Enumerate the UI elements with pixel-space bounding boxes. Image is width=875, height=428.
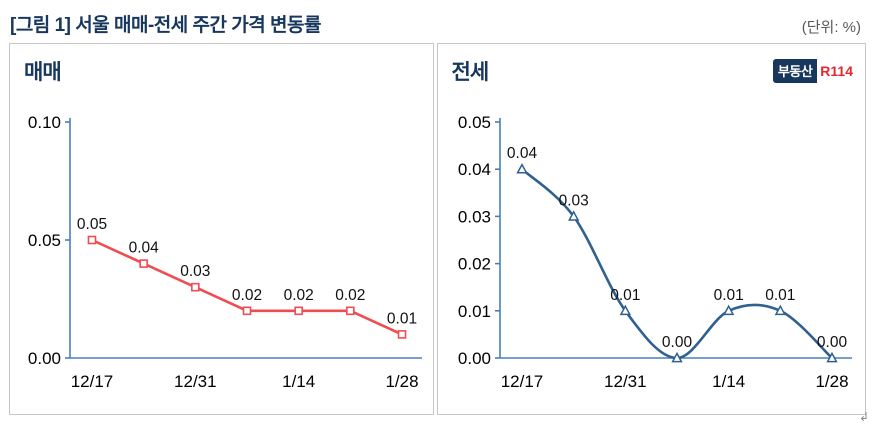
chart-title-sales: 매매 bbox=[24, 61, 62, 84]
page-title: [그림 1] 서울 매매-전세 주간 가격 변동률 bbox=[10, 15, 321, 36]
svg-text:0.04: 0.04 bbox=[458, 160, 491, 179]
title-row: [그림 1] 서울 매매-전세 주간 가격 변동률 (단위: %) bbox=[0, 0, 875, 43]
svg-text:0.05: 0.05 bbox=[28, 231, 61, 250]
r114-logo-kr: 부동산 bbox=[772, 59, 818, 83]
svg-text:0.02: 0.02 bbox=[284, 287, 314, 304]
chart-panels: 매매 0.00 0.05 0.10 12/17 12/31 1/14 1/28 0.05 0.0… bbox=[0, 43, 875, 415]
svg-text:12/31: 12/31 bbox=[174, 372, 217, 391]
svg-text:12/17: 12/17 bbox=[71, 372, 114, 391]
svg-text:12/17: 12/17 bbox=[501, 372, 544, 391]
svg-text:0.00: 0.00 bbox=[28, 349, 61, 368]
svg-text:0.01: 0.01 bbox=[766, 287, 796, 304]
return-mark: ↲ bbox=[858, 410, 869, 424]
svg-text:0.05: 0.05 bbox=[458, 113, 491, 132]
svg-text:0.03: 0.03 bbox=[458, 207, 491, 226]
svg-text:0.03: 0.03 bbox=[181, 263, 211, 280]
svg-text:0.00: 0.00 bbox=[662, 334, 693, 351]
svg-text:0.04: 0.04 bbox=[507, 145, 538, 162]
jeonse-chart-panel: 전세 부동산 R114 0.00 0.01 0.02 0.03 0.04 0.05 12/17… bbox=[436, 43, 866, 415]
svg-text:1/28: 1/28 bbox=[386, 372, 419, 391]
svg-text:0.04: 0.04 bbox=[129, 240, 160, 257]
svg-text:0.02: 0.02 bbox=[336, 287, 366, 304]
sales-panel-header: 매매 bbox=[10, 44, 433, 88]
svg-text:0.01: 0.01 bbox=[714, 287, 744, 304]
unit-label: (단위: %) bbox=[801, 19, 861, 36]
svg-text:0.05: 0.05 bbox=[77, 216, 107, 233]
svg-text:0.02: 0.02 bbox=[232, 287, 262, 304]
svg-text:12/31: 12/31 bbox=[604, 372, 647, 391]
svg-text:0.00: 0.00 bbox=[458, 349, 491, 368]
svg-text:0.03: 0.03 bbox=[559, 192, 589, 209]
svg-text:1/28: 1/28 bbox=[816, 372, 849, 391]
jeonse-line-chart: 0.00 0.01 0.02 0.03 0.04 0.05 12/17 12/31 1/14 1/… bbox=[458, 113, 853, 391]
svg-text:0.00: 0.00 bbox=[817, 334, 848, 351]
jeonse-panel-header: 전세 부동산 R114 bbox=[438, 44, 865, 88]
svg-text:0.01: 0.01 bbox=[611, 287, 641, 304]
svg-text:0.02: 0.02 bbox=[458, 255, 491, 274]
r114-logo: 부동산 R114 bbox=[772, 59, 855, 83]
svg-text:1/14: 1/14 bbox=[282, 372, 315, 391]
sales-chart-panel: 매매 0.00 0.05 0.10 12/17 12/31 1/14 1/28 0.05 0.0… bbox=[9, 43, 434, 415]
sales-line-chart: 0.00 0.05 0.10 12/17 12/31 1/14 1/28 0.05 0.04 0.… bbox=[28, 113, 423, 391]
r114-logo-brand: R114 bbox=[820, 62, 853, 79]
svg-text:0.10: 0.10 bbox=[28, 113, 61, 132]
svg-text:0.01: 0.01 bbox=[458, 302, 491, 321]
chart-title-jeonse: 전세 bbox=[451, 61, 490, 84]
svg-text:1/14: 1/14 bbox=[712, 372, 745, 391]
svg-text:0.01: 0.01 bbox=[387, 310, 417, 327]
